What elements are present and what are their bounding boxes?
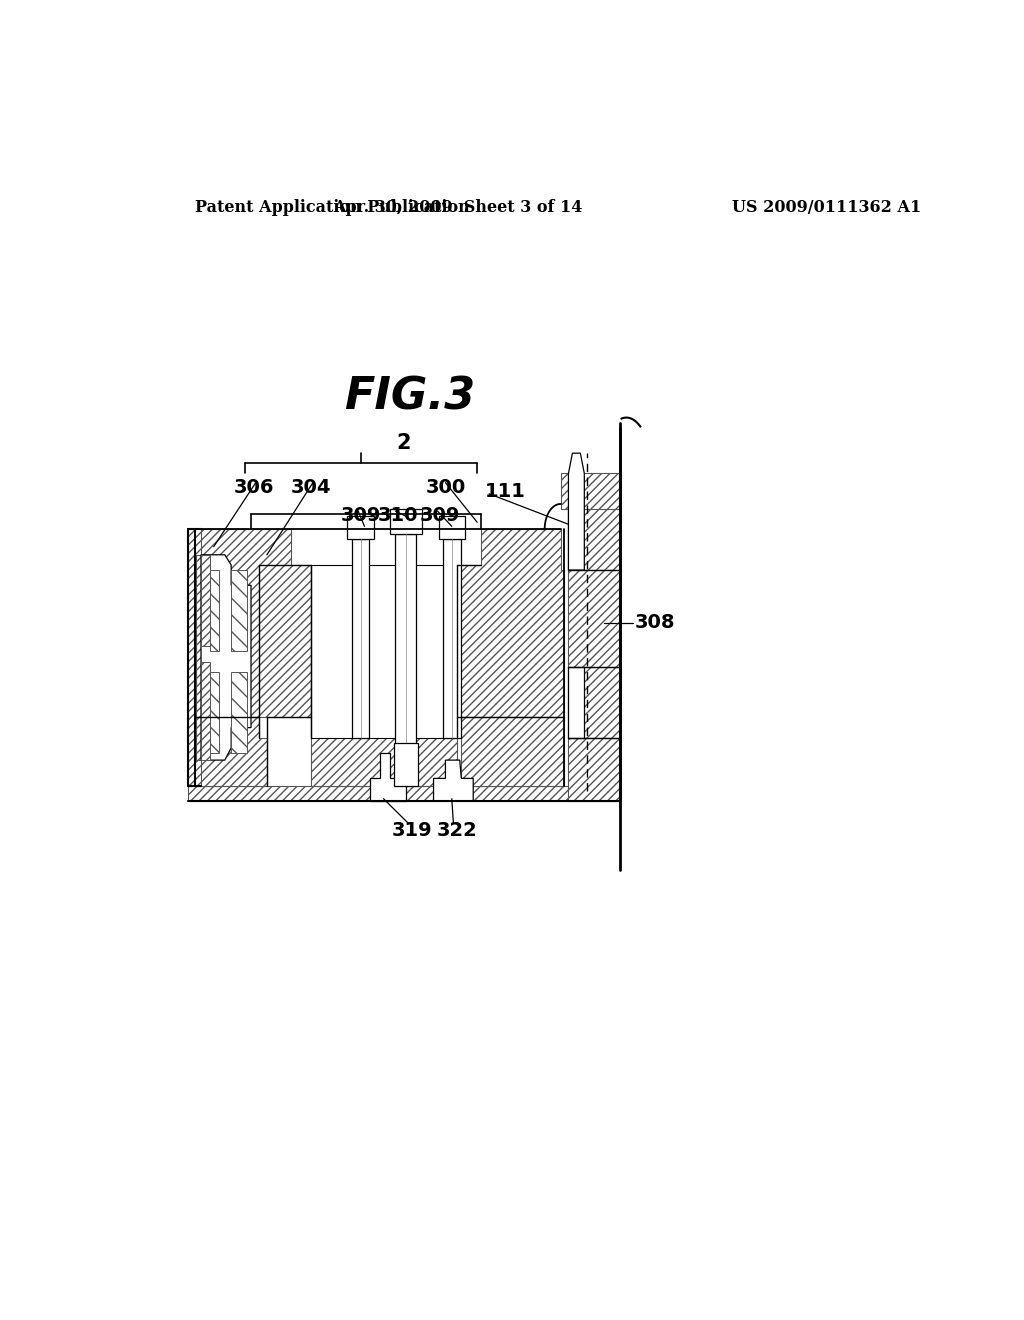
Polygon shape xyxy=(352,539,370,738)
Text: 309: 309 xyxy=(420,506,461,525)
Text: 310: 310 xyxy=(378,506,419,525)
Text: 306: 306 xyxy=(233,478,274,496)
Polygon shape xyxy=(201,554,251,760)
Polygon shape xyxy=(390,510,422,535)
Text: 111: 111 xyxy=(485,482,526,500)
Polygon shape xyxy=(210,570,219,651)
Text: 309: 309 xyxy=(341,506,381,525)
Text: FIG.3: FIG.3 xyxy=(344,376,475,418)
Polygon shape xyxy=(370,752,406,801)
Polygon shape xyxy=(395,535,416,748)
Polygon shape xyxy=(568,570,620,667)
Polygon shape xyxy=(560,474,620,510)
Text: US 2009/0111362 A1: US 2009/0111362 A1 xyxy=(732,199,921,215)
Text: Apr. 30, 2009  Sheet 3 of 14: Apr. 30, 2009 Sheet 3 of 14 xyxy=(333,199,582,215)
Polygon shape xyxy=(201,661,210,760)
Polygon shape xyxy=(568,667,585,738)
Text: Patent Application Publication: Patent Application Publication xyxy=(196,199,470,215)
Polygon shape xyxy=(310,718,458,785)
Polygon shape xyxy=(196,718,267,785)
Polygon shape xyxy=(568,738,620,801)
Polygon shape xyxy=(443,539,461,738)
Polygon shape xyxy=(394,743,418,785)
Text: 300: 300 xyxy=(426,478,466,496)
Polygon shape xyxy=(231,672,247,752)
Polygon shape xyxy=(433,760,473,801)
Text: 2: 2 xyxy=(396,433,411,453)
Polygon shape xyxy=(568,453,585,570)
Polygon shape xyxy=(196,529,310,718)
Polygon shape xyxy=(568,483,620,570)
Polygon shape xyxy=(187,785,620,801)
Polygon shape xyxy=(310,565,458,738)
Polygon shape xyxy=(187,529,201,785)
Polygon shape xyxy=(461,718,564,785)
Text: 308: 308 xyxy=(634,614,675,632)
Text: 319: 319 xyxy=(392,821,432,840)
Polygon shape xyxy=(438,516,465,539)
Polygon shape xyxy=(347,516,374,539)
Text: 304: 304 xyxy=(291,478,331,496)
Polygon shape xyxy=(201,554,210,647)
Polygon shape xyxy=(568,667,620,738)
Polygon shape xyxy=(458,529,564,718)
Text: 322: 322 xyxy=(437,821,478,840)
Polygon shape xyxy=(210,672,219,752)
Polygon shape xyxy=(231,570,247,651)
